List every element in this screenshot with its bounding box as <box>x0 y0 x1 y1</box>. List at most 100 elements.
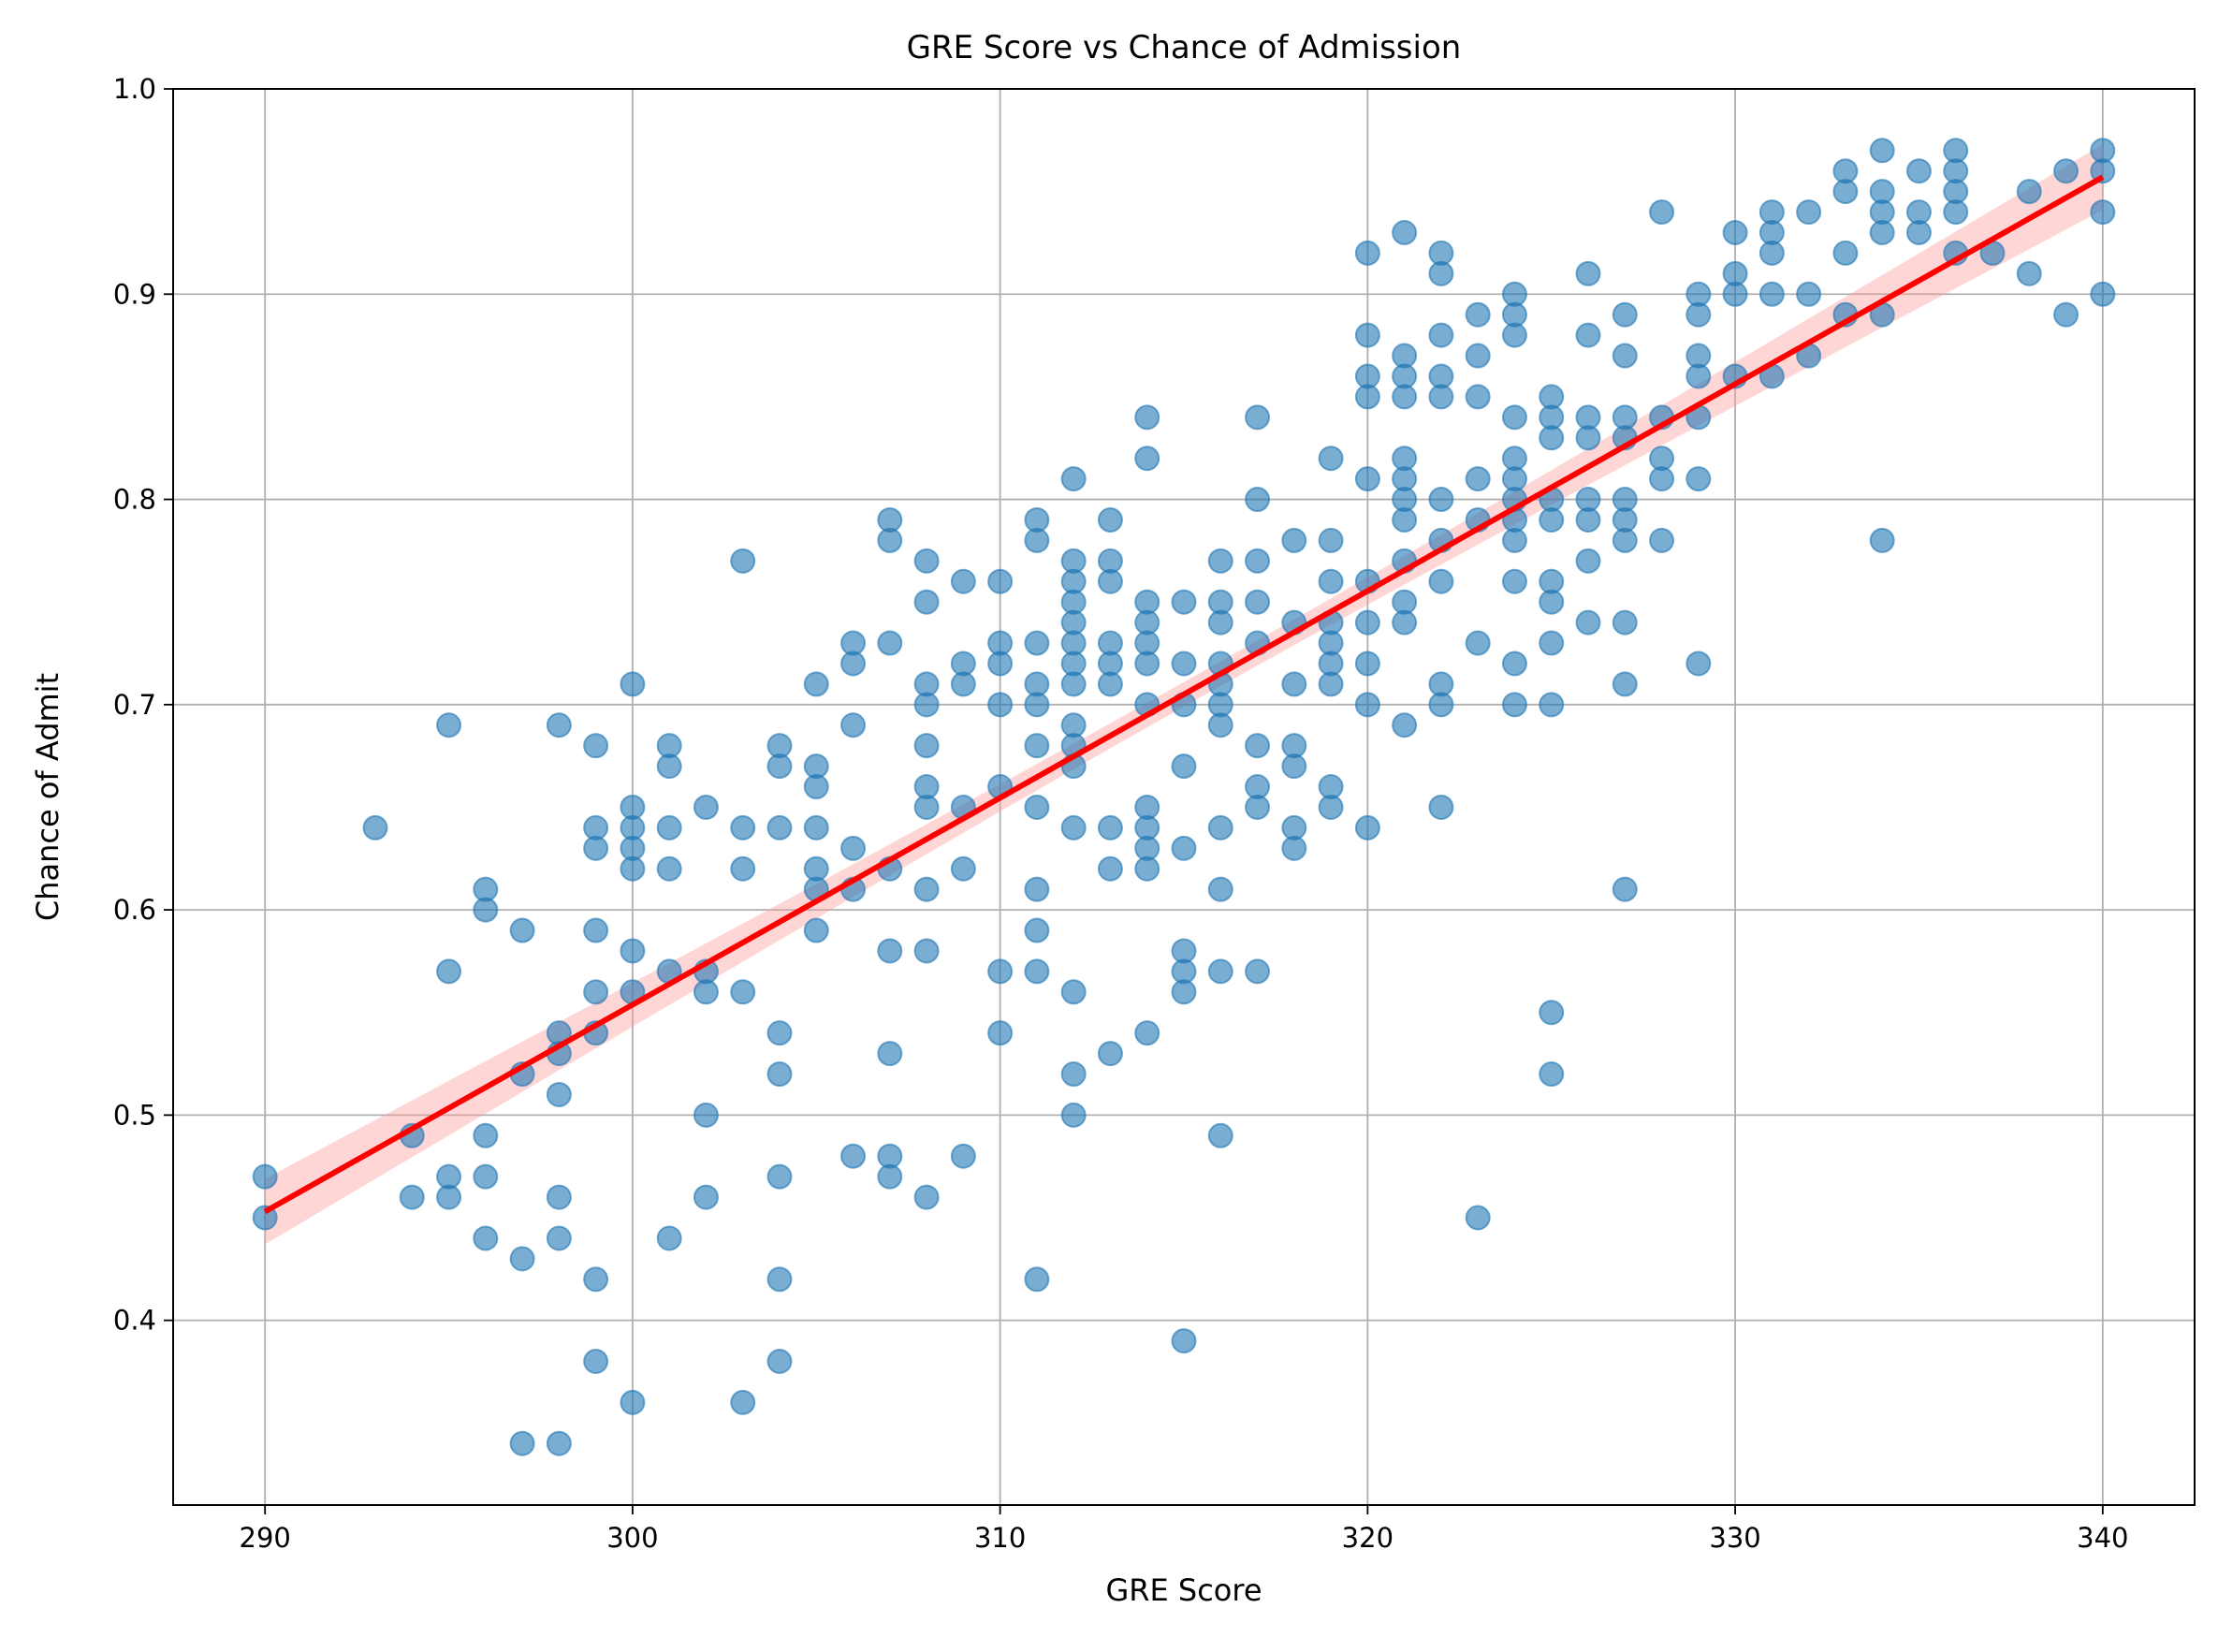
data-point <box>1649 466 1675 492</box>
data-point <box>1318 527 1344 553</box>
data-point <box>693 1184 719 1210</box>
data-point <box>656 855 682 882</box>
data-point <box>656 814 682 841</box>
data-point <box>1060 671 1087 697</box>
data-point <box>1612 527 1638 553</box>
data-point <box>1539 1000 1565 1026</box>
data-point <box>1465 630 1491 656</box>
data-point <box>730 979 756 1005</box>
data-point <box>2090 158 2116 184</box>
y-tick-label: 0.4 <box>113 1305 156 1337</box>
y-tick-label: 0.5 <box>113 1099 156 1131</box>
data-point <box>877 527 903 553</box>
data-point <box>913 548 940 574</box>
x-tick-label: 300 <box>606 1522 658 1554</box>
data-point <box>766 1061 793 1088</box>
data-point <box>1649 199 1675 226</box>
data-point <box>1097 855 1123 882</box>
data-point <box>987 958 1014 985</box>
data-point <box>840 835 867 861</box>
data-point <box>1318 568 1344 594</box>
data-point <box>473 1122 499 1148</box>
data-point <box>1097 1041 1123 1067</box>
data-point <box>1905 219 1932 245</box>
data-point <box>1612 301 1638 328</box>
data-point <box>1060 1102 1087 1128</box>
data-point <box>1245 404 1271 431</box>
data-point <box>2053 158 2079 184</box>
data-point <box>509 1246 535 1272</box>
data-point <box>1354 651 1380 677</box>
data-point <box>1024 917 1050 943</box>
data-point <box>1465 466 1491 492</box>
data-point <box>583 1266 609 1293</box>
data-point <box>1171 651 1197 677</box>
data-point <box>950 568 976 594</box>
data-point <box>1245 589 1271 615</box>
data-point <box>766 1349 793 1375</box>
data-point <box>1060 814 1087 841</box>
data-point <box>1097 568 1123 594</box>
data-point <box>1392 219 1418 245</box>
data-point <box>1134 404 1160 431</box>
data-point <box>1428 487 1454 513</box>
data-point <box>1281 753 1307 780</box>
data-point <box>987 568 1014 594</box>
data-point <box>1024 876 1050 902</box>
data-point <box>1060 1061 1087 1088</box>
data-point <box>987 692 1014 718</box>
regression-line <box>263 174 2105 1215</box>
x-tick-label: 330 <box>1709 1522 1760 1554</box>
data-point <box>1060 979 1087 1005</box>
data-point <box>693 1102 719 1128</box>
data-point <box>1832 179 1859 205</box>
data-point <box>693 979 719 1005</box>
data-point <box>1207 958 1233 985</box>
data-point <box>2053 301 2079 328</box>
data-point <box>1134 651 1160 677</box>
data-point <box>1024 733 1050 759</box>
data-point <box>1281 671 1307 697</box>
data-point <box>1465 301 1491 328</box>
data-point <box>1832 240 1859 266</box>
data-point <box>1134 855 1160 882</box>
data-point <box>1796 281 1822 307</box>
data-point <box>1685 651 1712 677</box>
data-point <box>583 835 609 861</box>
data-point <box>1207 712 1233 738</box>
data-point <box>1575 506 1601 533</box>
data-point <box>840 651 867 677</box>
data-point <box>1612 609 1638 636</box>
data-point <box>656 753 682 780</box>
data-point <box>803 814 829 841</box>
data-point <box>656 1225 682 1251</box>
data-point <box>1685 301 1712 328</box>
data-point <box>399 1184 425 1210</box>
data-point <box>252 1205 278 1231</box>
x-tick-label: 290 <box>240 1522 291 1554</box>
y-tick-label: 0.9 <box>113 278 156 310</box>
data-point <box>1171 979 1197 1005</box>
data-point <box>1245 487 1271 513</box>
data-point <box>1392 609 1418 636</box>
data-point <box>840 1143 867 1169</box>
data-point <box>1758 240 1785 266</box>
data-point <box>1354 609 1380 636</box>
data-point <box>766 1266 793 1293</box>
data-point <box>1281 527 1307 553</box>
data-point <box>546 712 572 738</box>
data-point <box>1428 322 1454 348</box>
regression-layer <box>263 174 2105 1215</box>
data-point <box>1539 506 1565 533</box>
data-point <box>1943 199 1969 226</box>
data-point <box>1869 219 1895 245</box>
data-point <box>803 671 829 697</box>
data-point <box>1722 281 1748 307</box>
data-point <box>803 917 829 943</box>
data-point <box>1245 794 1271 820</box>
data-point <box>1024 958 1050 985</box>
data-point <box>877 630 903 656</box>
data-point <box>546 1081 572 1107</box>
data-point <box>1685 363 1712 389</box>
